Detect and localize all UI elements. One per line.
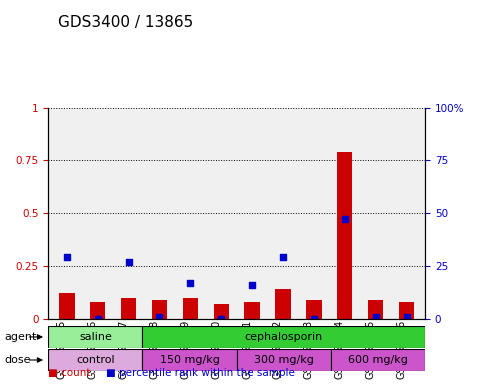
- FancyBboxPatch shape: [142, 326, 425, 348]
- Bar: [306, 300, 322, 319]
- Bar: [337, 152, 353, 319]
- Bar: [399, 302, 414, 319]
- Text: 300 mg/kg: 300 mg/kg: [254, 355, 313, 365]
- Bar: [368, 300, 384, 319]
- Bar: [90, 302, 105, 319]
- Text: ■ percentile rank within the sample: ■ percentile rank within the sample: [106, 368, 295, 378]
- Bar: [152, 300, 167, 319]
- Point: [156, 313, 163, 319]
- Point: [63, 255, 71, 261]
- FancyBboxPatch shape: [331, 349, 425, 371]
- Point: [279, 255, 287, 261]
- Text: cephalosporin: cephalosporin: [244, 332, 323, 342]
- Bar: [244, 302, 260, 319]
- FancyBboxPatch shape: [237, 349, 331, 371]
- Bar: [183, 298, 198, 319]
- Text: 600 mg/kg: 600 mg/kg: [348, 355, 408, 365]
- Point: [248, 282, 256, 288]
- Text: 150 mg/kg: 150 mg/kg: [160, 355, 219, 365]
- Point: [403, 313, 411, 319]
- FancyBboxPatch shape: [48, 326, 142, 348]
- Point: [217, 316, 225, 322]
- FancyBboxPatch shape: [142, 349, 237, 371]
- Point: [310, 316, 318, 322]
- Text: control: control: [76, 355, 114, 365]
- Point: [94, 316, 101, 322]
- FancyBboxPatch shape: [48, 349, 142, 371]
- Bar: [121, 298, 136, 319]
- Point: [125, 259, 132, 265]
- Text: saline: saline: [79, 332, 112, 342]
- Bar: [213, 304, 229, 319]
- Point: [372, 313, 380, 319]
- Text: dose: dose: [5, 355, 31, 365]
- Text: GDS3400 / 13865: GDS3400 / 13865: [58, 15, 193, 30]
- Bar: [59, 293, 74, 319]
- Text: agent: agent: [5, 332, 37, 342]
- Point: [341, 217, 349, 223]
- Point: [186, 280, 194, 286]
- Bar: [275, 289, 291, 319]
- Text: ■ count: ■ count: [48, 368, 91, 378]
